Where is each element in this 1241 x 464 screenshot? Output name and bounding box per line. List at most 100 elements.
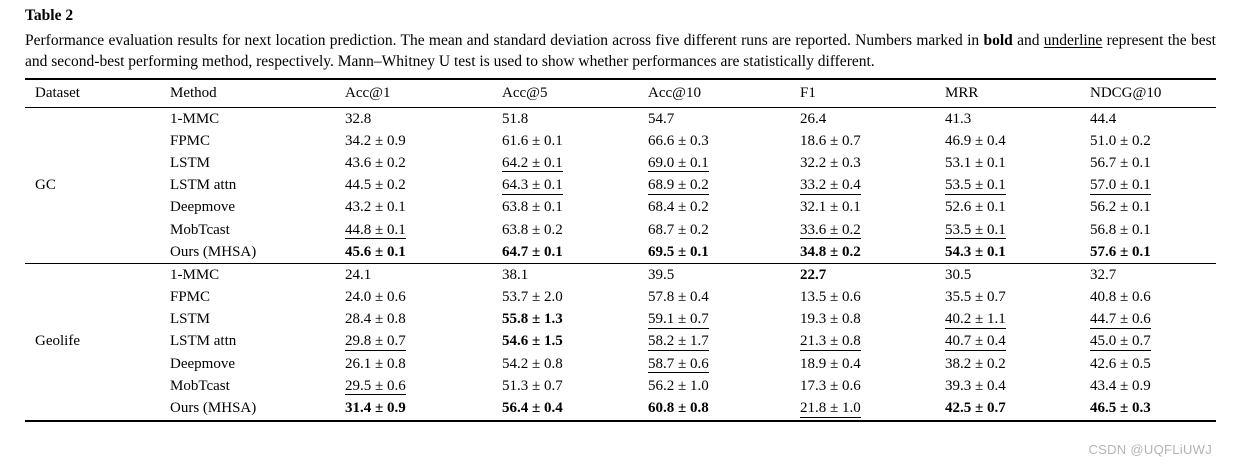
table-row: Ours (MHSA) 31.4 ± 0.9 56.4 ± 0.4 60.8 ± 0.… <box>25 397 1216 420</box>
metric-value: 63.8 ± 0.1 <box>502 199 563 216</box>
value-cell: 24.1 <box>345 263 502 287</box>
value-cell: 38.2 ± 0.2 <box>945 353 1090 375</box>
table-section-geolife: Geolife 1-MMC 24.1 38.1 39.5 22.7 30.5 32.7 FPMC… <box>25 263 1216 421</box>
metric-value: 18.9 ± 0.4 <box>800 355 861 372</box>
value-cell: 26.1 ± 0.8 <box>345 353 502 375</box>
column-header-mrr: MRR <box>945 79 1090 108</box>
table-row: LSTM 43.6 ± 0.2 64.2 ± 0.1 69.0 ± 0.1 32.2 ±… <box>25 152 1216 174</box>
metric-value: 56.7 ± 0.1 <box>1090 154 1151 171</box>
value-cell: 29.5 ± 0.6 <box>345 375 502 397</box>
value-cell: 56.2 ± 1.0 <box>648 375 800 397</box>
value-cell: 43.2 ± 0.1 <box>345 197 502 219</box>
metric-value: 42.6 ± 0.5 <box>1090 355 1151 372</box>
method-cell: Ours (MHSA) <box>170 400 257 417</box>
value-cell: 68.4 ± 0.2 <box>648 197 800 219</box>
value-cell: 19.3 ± 0.8 <box>800 309 945 331</box>
metric-value: 54.7 <box>648 110 675 127</box>
results-table: Dataset Method Acc@1 Acc@5 Acc@10 F1 MRR NDCG@1… <box>25 78 1216 422</box>
value-cell: 30.5 <box>945 263 1090 287</box>
value-cell: 69.5 ± 0.1 <box>648 241 800 264</box>
metric-value: 31.4 ± 0.9 <box>345 400 406 417</box>
value-cell: 68.7 ± 0.2 <box>648 219 800 241</box>
metric-value: 32.8 <box>345 110 372 127</box>
value-cell: 46.9 ± 0.4 <box>945 130 1090 152</box>
value-cell: 38.1 <box>502 263 648 287</box>
value-cell: 24.0 ± 0.6 <box>345 287 502 309</box>
value-cell: 51.8 <box>502 108 648 131</box>
metric-value: 40.7 ± 0.4 <box>945 333 1006 351</box>
value-cell: 18.9 ± 0.4 <box>800 353 945 375</box>
value-cell: 53.1 ± 0.1 <box>945 152 1090 174</box>
metric-value: 53.7 ± 2.0 <box>502 289 563 306</box>
method-cell: MobTcast <box>170 377 230 394</box>
table-row: LSTM 28.4 ± 0.8 55.8 ± 1.3 59.1 ± 0.7 19.3 ±… <box>25 309 1216 331</box>
metric-value: 69.0 ± 0.1 <box>648 154 709 173</box>
metric-value: 46.9 ± 0.4 <box>945 132 1006 149</box>
metric-value: 40.2 ± 1.1 <box>945 311 1006 329</box>
column-header-ndcg-10: NDCG@10 <box>1090 79 1216 108</box>
metric-value: 19.3 ± 0.8 <box>800 311 861 328</box>
value-cell: 56.8 ± 0.1 <box>1090 219 1216 241</box>
column-header-acc-10: Acc@10 <box>648 79 800 108</box>
document-page: Table 2 Performance evaluation results f… <box>25 6 1216 457</box>
metric-value: 53.1 ± 0.1 <box>945 154 1006 171</box>
value-cell: 40.2 ± 1.1 <box>945 309 1090 331</box>
table-section-gc: GC 1-MMC 32.8 51.8 54.7 26.4 41.3 44.4 FPMC 34.2 … <box>25 108 1216 264</box>
metric-value: 44.5 ± 0.2 <box>345 177 406 194</box>
metric-value: 39.3 ± 0.4 <box>945 377 1006 394</box>
value-cell: 53.5 ± 0.1 <box>945 175 1090 197</box>
metric-value: 45.6 ± 0.1 <box>345 243 406 260</box>
value-cell: 32.8 <box>345 108 502 131</box>
metric-value: 56.4 ± 0.4 <box>502 400 563 417</box>
method-cell: Deepmove <box>170 355 235 372</box>
metric-value: 24.1 <box>345 266 372 283</box>
method-cell: FPMC <box>170 132 211 149</box>
value-cell: 34.8 ± 0.2 <box>800 241 945 264</box>
metric-value: 34.2 ± 0.9 <box>345 132 406 149</box>
metric-value: 56.2 ± 0.1 <box>1090 199 1151 216</box>
value-cell: 45.6 ± 0.1 <box>345 241 502 264</box>
value-cell: 57.0 ± 0.1 <box>1090 175 1216 197</box>
metric-value: 51.8 <box>502 110 529 127</box>
value-cell: 26.4 <box>800 108 945 131</box>
metric-value: 45.0 ± 0.7 <box>1090 333 1151 351</box>
metric-value: 32.2 ± 0.3 <box>800 154 861 171</box>
value-cell: 32.1 ± 0.1 <box>800 197 945 219</box>
metric-value: 51.0 ± 0.2 <box>1090 132 1151 149</box>
value-cell: 34.2 ± 0.9 <box>345 130 502 152</box>
value-cell: 54.6 ± 1.5 <box>502 331 648 353</box>
table-caption: Performance evaluation results for next … <box>25 30 1216 72</box>
value-cell: 32.2 ± 0.3 <box>800 152 945 174</box>
value-cell: 60.8 ± 0.8 <box>648 397 800 420</box>
column-header-method: Method <box>170 79 345 108</box>
metric-value: 56.2 ± 1.0 <box>648 377 709 394</box>
value-cell: 64.7 ± 0.1 <box>502 241 648 264</box>
method-cell: LSTM attn <box>170 333 237 350</box>
table-row: LSTM attn 29.8 ± 0.7 54.6 ± 1.5 58.2 ± 1.7 2… <box>25 331 1216 353</box>
metric-value: 68.9 ± 0.2 <box>648 177 709 195</box>
value-cell: 53.5 ± 0.1 <box>945 219 1090 241</box>
value-cell: 22.7 <box>800 263 945 287</box>
value-cell: 61.6 ± 0.1 <box>502 130 648 152</box>
table-row: LSTM attn 44.5 ± 0.2 64.3 ± 0.1 68.9 ± 0.2 3… <box>25 175 1216 197</box>
method-cell: MobTcast <box>170 221 230 238</box>
table-row: Deepmove 26.1 ± 0.8 54.2 ± 0.8 58.7 ± 0.6 18… <box>25 353 1216 375</box>
value-cell: 55.8 ± 1.3 <box>502 309 648 331</box>
value-cell: 42.5 ± 0.7 <box>945 397 1090 420</box>
caption-segment: and <box>1012 32 1044 49</box>
table-row: Deepmove 43.2 ± 0.1 63.8 ± 0.1 68.4 ± 0.2 32… <box>25 197 1216 219</box>
value-cell: 43.4 ± 0.9 <box>1090 375 1216 397</box>
metric-value: 32.1 ± 0.1 <box>800 199 861 216</box>
value-cell: 51.3 ± 0.7 <box>502 375 648 397</box>
metric-value: 57.6 ± 0.1 <box>1090 243 1151 260</box>
value-cell: 64.2 ± 0.1 <box>502 152 648 174</box>
caption-segment: represent the best and second-best perfo… <box>25 32 1216 70</box>
value-cell: 69.0 ± 0.1 <box>648 152 800 174</box>
metric-value: 43.2 ± 0.1 <box>345 199 406 216</box>
metric-value: 58.7 ± 0.6 <box>648 355 709 374</box>
table-header: Dataset Method Acc@1 Acc@5 Acc@10 F1 MRR NDCG@1… <box>25 79 1216 108</box>
value-cell: 44.4 <box>1090 108 1216 131</box>
caption-segment: underline <box>1043 32 1103 49</box>
metric-value: 55.8 ± 1.3 <box>502 311 563 328</box>
value-cell: 31.4 ± 0.9 <box>345 397 502 420</box>
